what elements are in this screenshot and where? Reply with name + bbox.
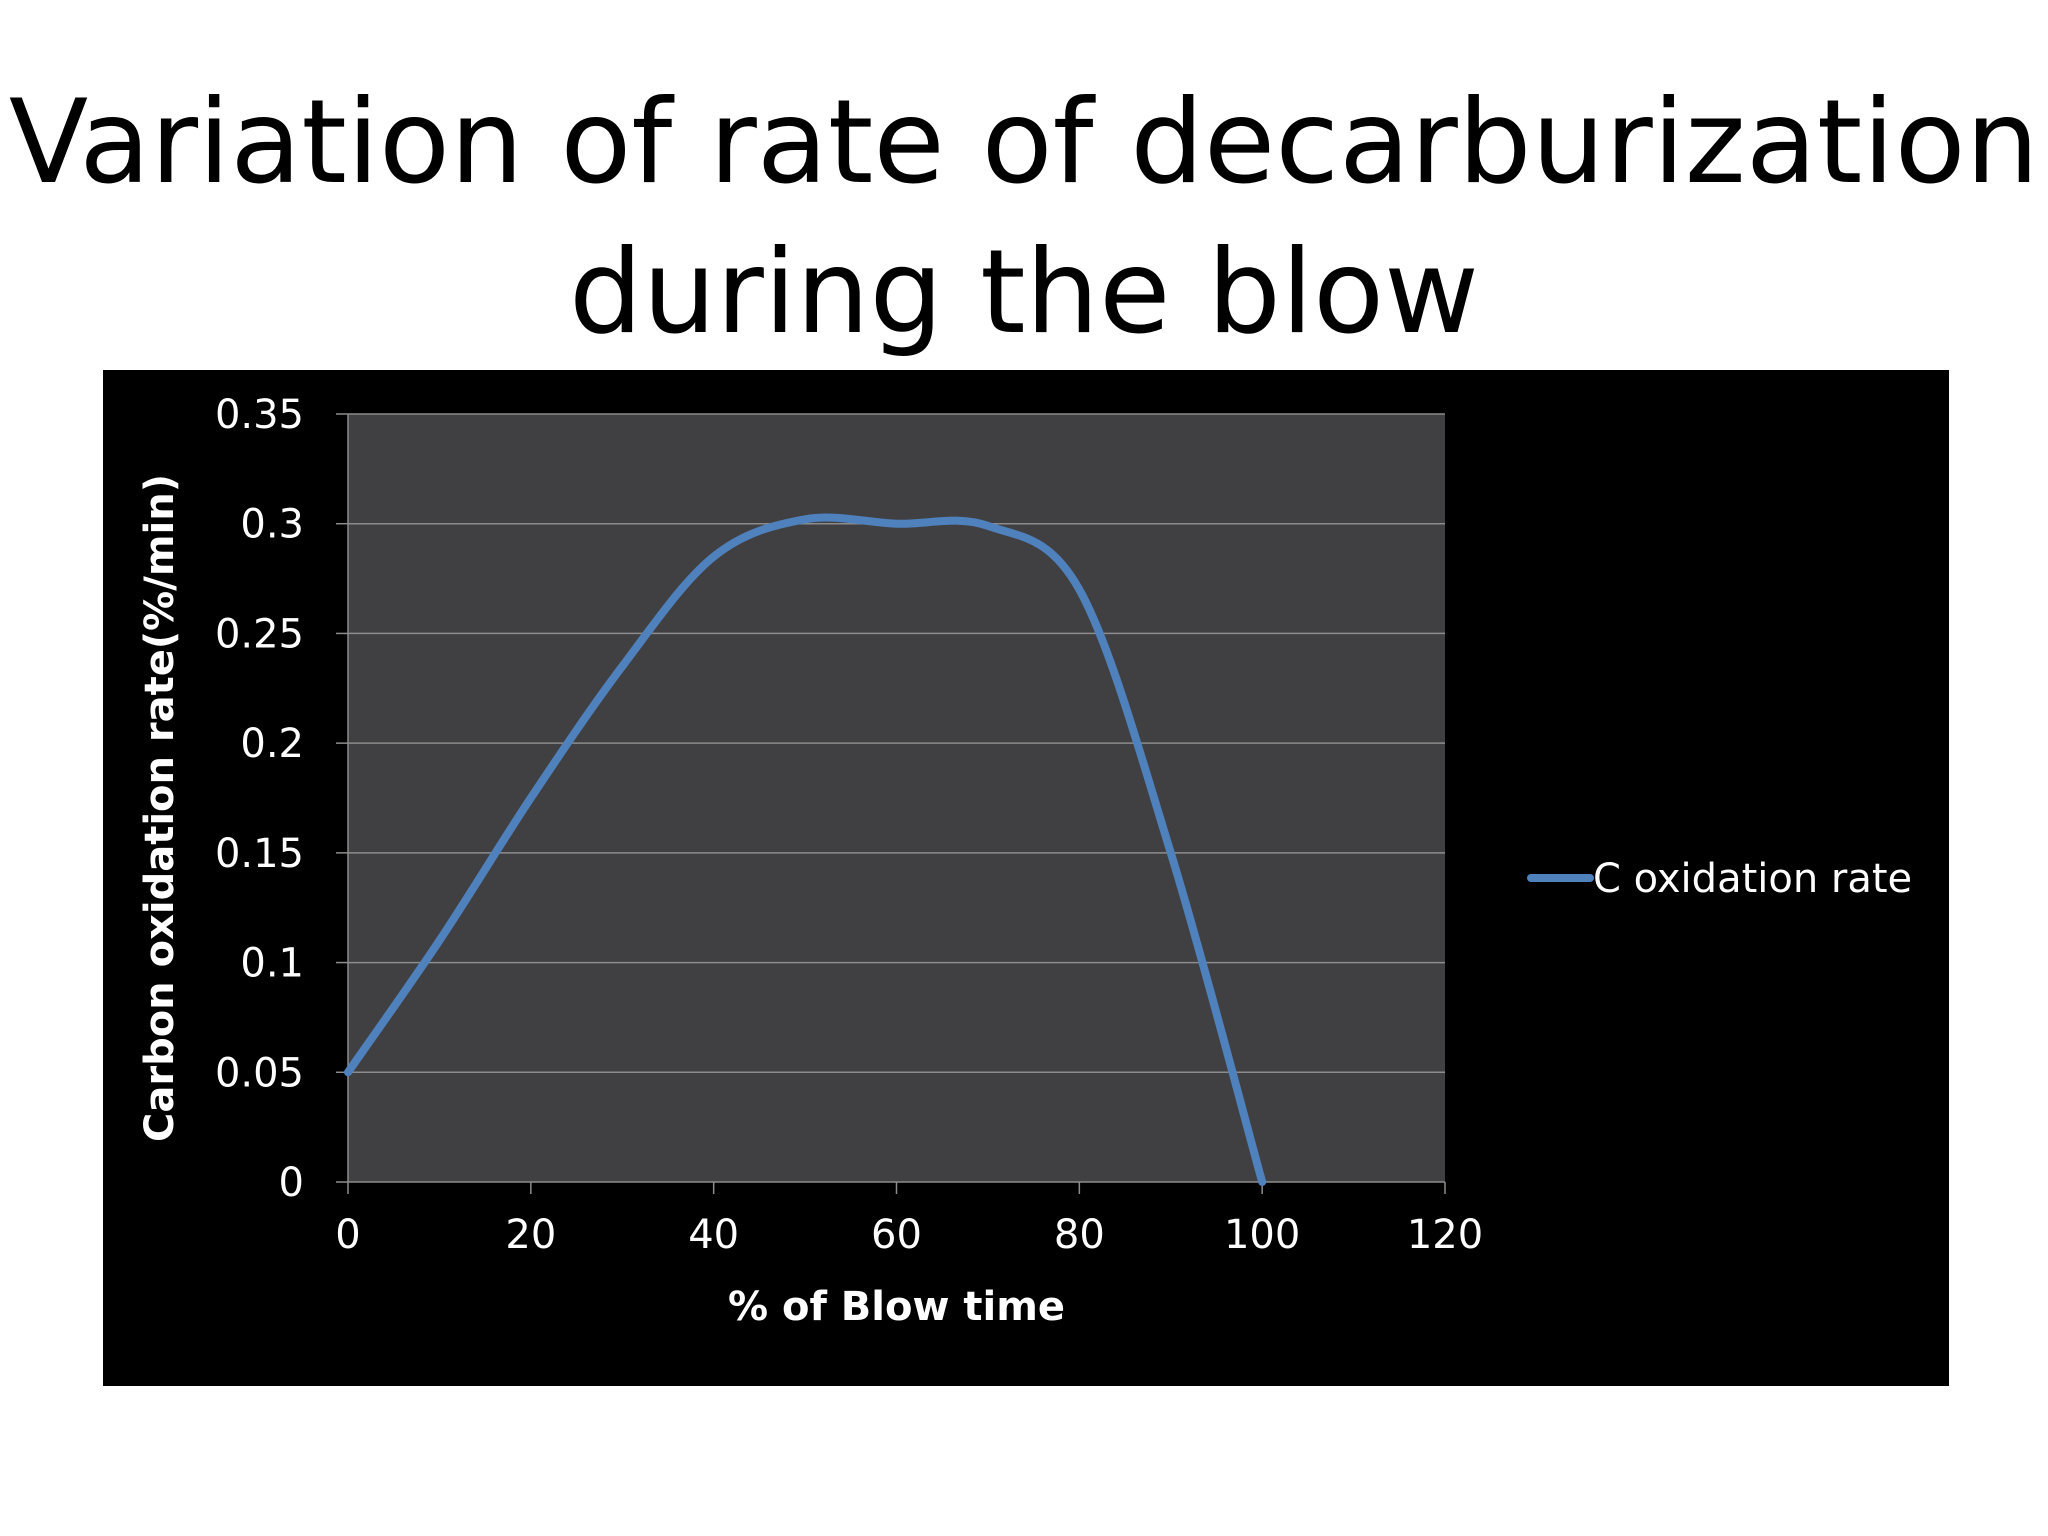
y-tick-label: 0.2 [240,721,304,767]
x-tick-label: 40 [688,1212,739,1258]
x-tick-label: 60 [871,1212,922,1258]
y-tick-label: 0.35 [215,392,304,438]
y-tick-label: 0.15 [215,831,304,877]
legend: C oxidation rate [1527,856,1912,902]
y-axis-title: Carbon oxidation rate(%/min) [137,474,183,1142]
y-tick-label: 0.25 [215,611,304,657]
x-tick-label: 20 [505,1212,556,1258]
y-tick-label: 0.3 [240,502,304,548]
slide-title-line-2: during the blow [568,225,1480,360]
slide-title: Variation of rate of decarburization dur… [0,68,2048,368]
x-tick-label: 80 [1054,1212,1105,1258]
plot-area [348,414,1445,1182]
x-tick-label: 0 [335,1212,360,1258]
chart-area: 0 0.05 0.1 0.15 0.2 0.25 0.3 0.35 0 20 40 60 80 100 12… [103,370,1949,1386]
x-axis-title: % of Blow time [728,1284,1065,1330]
line-chart: 0 0.05 0.1 0.15 0.2 0.25 0.3 0.35 0 20 40 60 80 100 12… [137,392,1912,1330]
y-tick-label: 0 [279,1160,304,1206]
series-lines [344,513,1267,1186]
axes: 0 0.05 0.1 0.15 0.2 0.25 0.3 0.35 0 20 40 60 80 100 12… [215,392,1483,1258]
legend-label: C oxidation rate [1593,856,1912,902]
y-tick-label: 0.05 [215,1050,304,1096]
y-tick-label: 0.1 [240,941,304,987]
slide-title-line-1: Variation of rate of decarburization [8,75,2040,210]
series-line [344,513,1267,1186]
x-tick-label: 100 [1224,1212,1300,1258]
x-tick-label: 120 [1407,1212,1483,1258]
